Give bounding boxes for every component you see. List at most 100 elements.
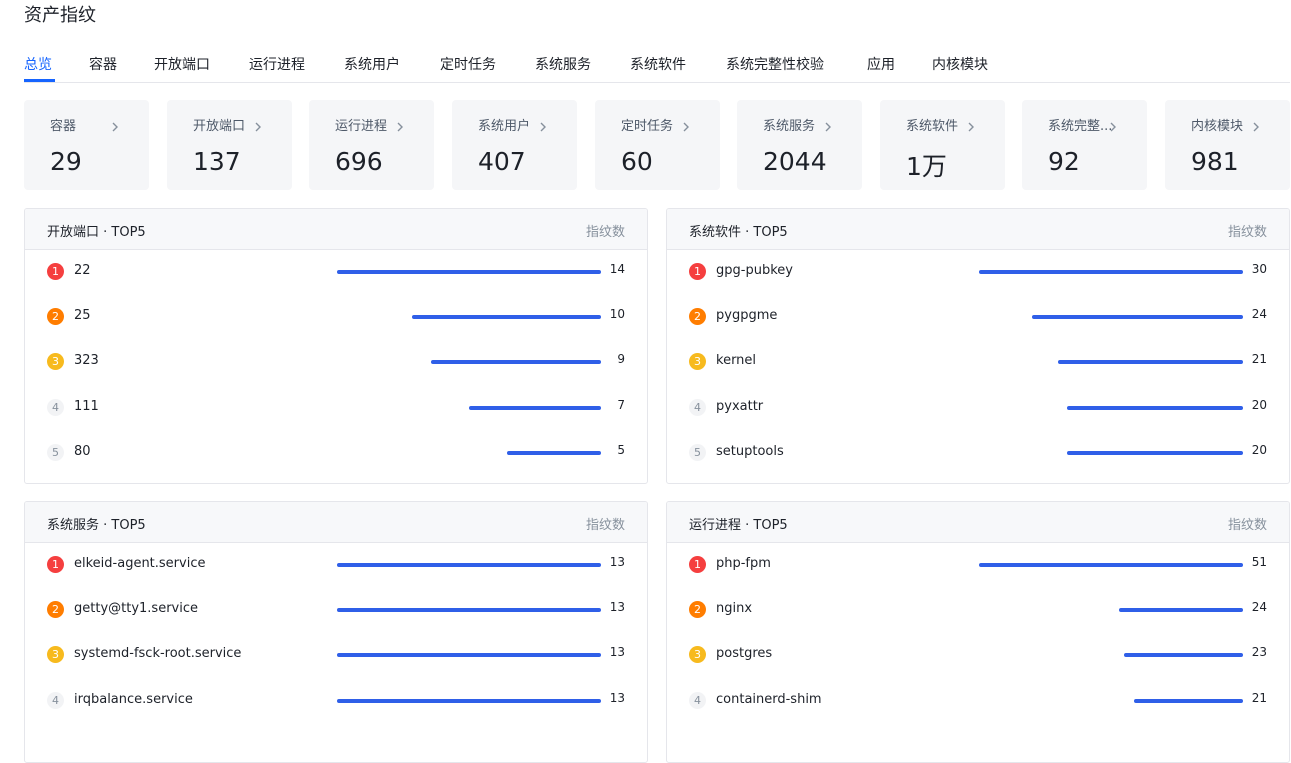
tab-services[interactable]: 系统服务 <box>535 57 591 73</box>
stat-label: 系统软件 <box>906 119 959 134</box>
stat-label: 开放端口 <box>193 119 246 134</box>
top5-panel-services: 系统服务 · TOP5 指纹数 1 elkeid-agent.service 13 2… <box>24 501 648 763</box>
item-name: pygpgme <box>716 308 778 324</box>
item-count: 23 <box>1251 645 1267 660</box>
bar-track <box>949 563 1243 567</box>
rank-badge: 5 <box>47 443 64 461</box>
rank-badge: 1 <box>47 556 64 573</box>
value-bar <box>1124 653 1243 658</box>
value-bar <box>1067 450 1243 455</box>
tab-bar: 总览 容器 开放端口 运行进程 系统用户 定时任务 系统服务 系统软件 系统完整… <box>24 44 1290 83</box>
rank-badge: 4 <box>689 398 706 416</box>
bar-track <box>949 653 1243 658</box>
value-bar <box>469 405 601 410</box>
stat-card-containers[interactable]: 容器 29 <box>24 100 149 190</box>
item-name: pyxattr <box>716 398 764 414</box>
stat-card-users[interactable]: 系统用户 407 <box>452 100 577 190</box>
tab-kernel-modules[interactable]: 内核模块 <box>932 57 988 73</box>
value-bar <box>979 270 1243 274</box>
item-count: 10 <box>609 307 625 322</box>
value-bar <box>1067 405 1243 410</box>
top5-panel-open-ports: 开放端口 · TOP5 指纹数 1 22 14 2 25 10 3 323 9 4 111 7 5 80 5 <box>24 208 648 484</box>
item-name: 111 <box>74 398 99 414</box>
item-name: 323 <box>74 353 99 369</box>
ranking-row: 4 111 7 <box>25 396 647 420</box>
item-count: 13 <box>609 690 625 705</box>
item-count: 21 <box>1251 690 1267 705</box>
item-count: 7 <box>617 397 625 412</box>
ranking-row: 5 80 5 <box>25 441 647 465</box>
bar-track <box>307 563 601 567</box>
item-count: 20 <box>1251 442 1267 457</box>
tab-software[interactable]: 系统软件 <box>630 57 686 73</box>
item-count: 30 <box>1251 262 1267 276</box>
value-bar <box>507 450 601 455</box>
rank-badge: 3 <box>689 353 706 371</box>
stat-card-cron-jobs[interactable]: 定时任务 60 <box>595 100 720 190</box>
item-name: 25 <box>74 308 91 324</box>
stat-value: 92 <box>1048 147 1080 176</box>
active-tab-indicator <box>24 79 55 82</box>
stat-card-open-ports[interactable]: 开放端口 137 <box>167 100 292 190</box>
stat-card-kernel-modules[interactable]: 内核模块 981 <box>1165 100 1290 190</box>
value-bar <box>979 563 1243 567</box>
bar-track <box>307 360 601 365</box>
tab-users[interactable]: 系统用户 <box>344 57 400 73</box>
value-bar <box>412 315 601 320</box>
chevron-right-icon <box>540 122 546 132</box>
tab-integrity-check[interactable]: 系统完整性校验 <box>726 57 824 73</box>
bar-track <box>307 405 601 410</box>
item-count: 51 <box>1251 555 1267 569</box>
ranking-row: 1 gpg-pubkey 30 <box>667 260 1289 284</box>
tab-containers[interactable]: 容器 <box>89 57 117 73</box>
chevron-right-icon <box>825 122 831 132</box>
stat-card-services[interactable]: 系统服务 2044 <box>737 100 862 190</box>
bar-track <box>307 270 601 274</box>
stat-value: 137 <box>193 147 241 176</box>
panel-metric-label: 指纹数 <box>585 225 625 240</box>
chevron-right-icon <box>1110 122 1116 132</box>
ranking-row: 3 systemd-fsck-root.service 13 <box>25 643 647 667</box>
stat-card-integrity-check[interactable]: 系统完整... 92 <box>1022 100 1147 190</box>
stat-value: 1万 <box>906 152 947 181</box>
rank-badge: 1 <box>689 263 706 280</box>
stat-card-processes[interactable]: 运行进程 696 <box>309 100 434 190</box>
ranking-row: 3 323 9 <box>25 350 647 374</box>
rank-badge: 4 <box>47 398 64 416</box>
rank-badge: 4 <box>689 691 706 709</box>
ranking-row: 2 25 10 <box>25 305 647 329</box>
chevron-right-icon <box>397 122 403 132</box>
ranking-row: 4 irqbalance.service 13 <box>25 689 647 713</box>
bar-track <box>949 315 1243 320</box>
panel-metric-label: 指纹数 <box>1227 225 1267 240</box>
stat-label: 容器 <box>50 119 77 134</box>
item-count: 13 <box>609 600 625 615</box>
tab-cron-jobs[interactable]: 定时任务 <box>440 57 496 73</box>
bar-track <box>307 653 601 658</box>
tab-processes[interactable]: 运行进程 <box>249 57 305 73</box>
rank-badge: 1 <box>689 556 706 573</box>
item-name: getty@tty1.service <box>74 601 198 617</box>
tab-applications[interactable]: 应用 <box>867 57 895 73</box>
tab-open-ports[interactable]: 开放端口 <box>154 57 210 73</box>
stat-label: 运行进程 <box>335 119 388 134</box>
panel-title: 系统服务 · TOP5 <box>47 518 146 533</box>
bar-track <box>307 698 601 703</box>
rank-badge: 2 <box>689 308 706 326</box>
panel-title: 系统软件 · TOP5 <box>689 225 788 240</box>
value-bar <box>337 653 601 658</box>
value-bar <box>337 698 601 703</box>
stat-card-software[interactable]: 系统软件 1万 <box>880 100 1005 190</box>
tab-overview[interactable]: 总览 <box>24 57 52 73</box>
chevron-right-icon <box>112 122 118 132</box>
item-name: kernel <box>716 353 757 369</box>
bar-track <box>949 270 1243 274</box>
bar-track <box>307 450 601 455</box>
ranking-row: 2 nginx 24 <box>667 598 1289 622</box>
chevron-right-icon <box>1253 122 1259 132</box>
panel-header: 系统服务 · TOP5 指纹数 <box>25 502 647 543</box>
panel-title: 运行进程 · TOP5 <box>689 518 788 533</box>
ranking-row: 1 elkeid-agent.service 13 <box>25 553 647 577</box>
ranking-row: 3 postgres 23 <box>667 643 1289 667</box>
bar-track <box>307 315 601 320</box>
